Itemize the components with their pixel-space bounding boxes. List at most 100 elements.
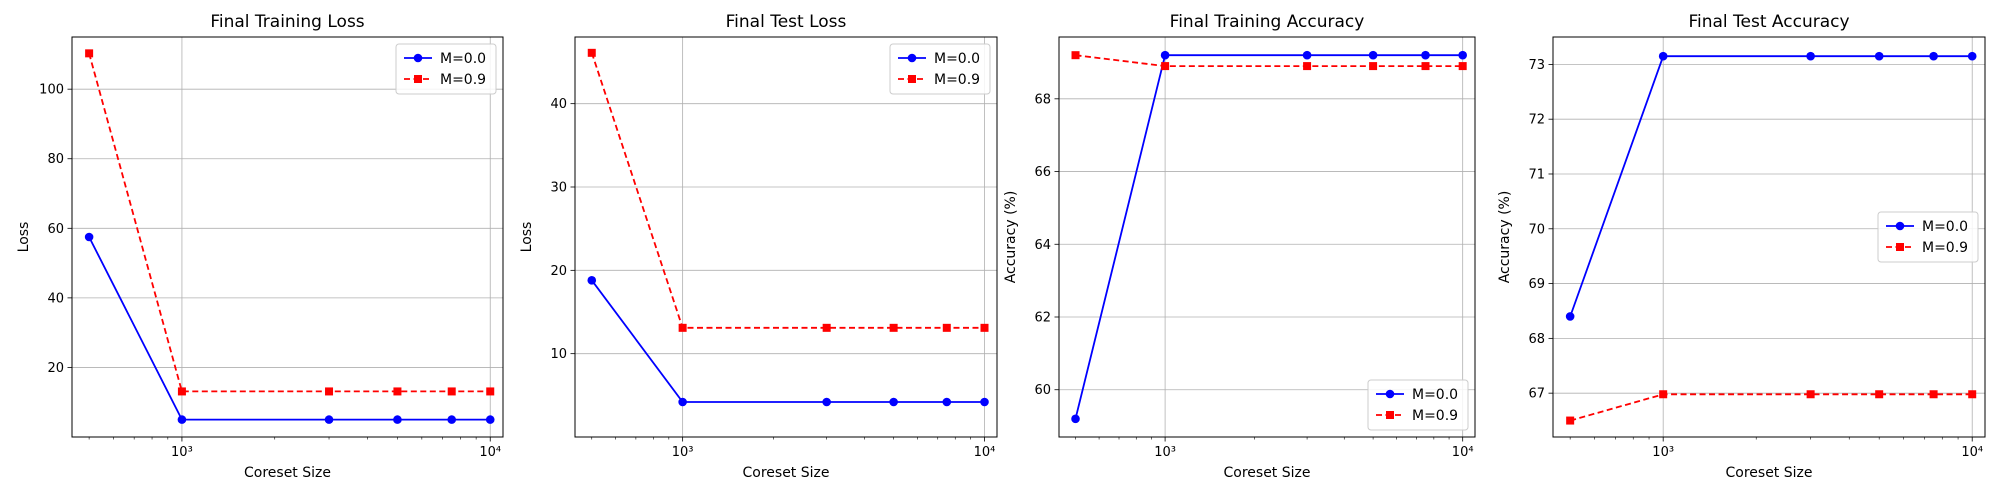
data-point	[1967, 51, 1977, 61]
data-point	[678, 397, 687, 407]
y-tick-label: 69	[1528, 277, 1545, 292]
data-point	[1368, 50, 1378, 60]
y-axis-label: Accuracy (%)	[1003, 191, 1019, 284]
series-line-M=0.0	[1074, 54, 1463, 420]
data-point	[1302, 50, 1312, 60]
y-tick-label: 40	[47, 291, 64, 306]
data-point	[1303, 62, 1312, 71]
y-tick-label: 80	[47, 152, 64, 167]
data-point	[393, 387, 402, 396]
legend-marker	[414, 75, 422, 83]
data-point	[980, 323, 989, 332]
series-line-M=0.9	[88, 53, 491, 393]
data-point	[447, 415, 457, 424]
legend-marker	[1895, 221, 1905, 231]
chart-title: Final Training Loss	[210, 12, 364, 32]
y-tick-label: 72	[1528, 113, 1545, 128]
x-tick-label: 10³	[1154, 445, 1176, 460]
y-tick-label: 67	[1528, 387, 1545, 402]
data-point	[177, 387, 186, 396]
legend: M=0.0 M=0.9	[1367, 379, 1469, 431]
data-point	[84, 232, 94, 242]
chart-panel-4: Final Test Accuracy 10³ 10⁴ 67 68 69 70 71 72 73 C…	[1497, 12, 1986, 481]
chart-panel-3: Final Training Accuracy 10³ 10⁴ 60 62 64 66 68 C…	[1003, 12, 1476, 481]
legend-marker	[413, 53, 423, 63]
legend-marker	[907, 53, 917, 63]
series-line-M=0.0	[1569, 55, 1973, 317]
legend-marker	[1896, 243, 1904, 251]
data-point	[1565, 312, 1575, 321]
x-axis-label: Coreset Size	[1726, 465, 1813, 481]
y-tick-label: 60	[47, 222, 64, 237]
x-tick-label: 10³	[672, 445, 694, 460]
y-tick-label: 73	[1528, 58, 1545, 73]
y-tick-label: 10	[550, 347, 567, 362]
data-point	[325, 387, 334, 396]
data-point	[1160, 50, 1170, 60]
legend: M=0.0 M=0.9	[889, 43, 991, 95]
data-point	[85, 49, 94, 58]
x-tick-label: 10⁴	[1961, 445, 1983, 460]
y-tick-label: 62	[1034, 311, 1051, 326]
data-point	[889, 397, 898, 407]
legend-marker	[1386, 411, 1394, 419]
data-point	[1071, 414, 1080, 424]
y-tick-label: 20	[47, 361, 64, 376]
data-point	[1874, 51, 1884, 61]
legend-label: M=0.0	[440, 51, 486, 67]
data-point	[1421, 50, 1430, 60]
legend-label: M=0.0	[1412, 387, 1458, 403]
legend-label: M=0.0	[1922, 219, 1968, 235]
x-tick-label: 10⁴	[479, 445, 501, 460]
data-point	[1071, 51, 1080, 60]
data-point	[1806, 390, 1815, 399]
data-point	[822, 397, 831, 407]
chart-title: Final Training Accuracy	[1170, 12, 1365, 32]
data-point	[980, 397, 989, 407]
x-tick-label: 10³	[171, 445, 193, 460]
chart-title: Final Test Loss	[726, 12, 847, 32]
data-point	[393, 415, 402, 424]
data-point	[587, 48, 596, 57]
series-line-M=0.9	[1075, 54, 1463, 67]
x-tick-label: 10³	[1652, 445, 1674, 460]
data-point	[485, 415, 495, 424]
data-point	[447, 387, 456, 396]
data-point	[1458, 50, 1467, 60]
data-point	[1458, 62, 1467, 71]
y-tick-label: 30	[550, 181, 567, 196]
data-point	[822, 323, 831, 332]
legend: M=0.0 M=0.9	[1877, 211, 1979, 263]
series-line-M=0.9	[590, 52, 985, 329]
legend-label: M=0.9	[1412, 408, 1458, 424]
series-line-M=0.0	[88, 236, 491, 421]
data-point	[1968, 390, 1977, 399]
data-point	[1875, 390, 1884, 399]
data-point	[1369, 62, 1378, 71]
chart-panel-1: Final Training Loss 10³ 10⁴ 20 40 60 80 100 Core…	[16, 12, 504, 481]
y-tick-label: 20	[550, 264, 567, 279]
data-point	[942, 323, 951, 332]
data-point	[1566, 416, 1575, 425]
y-tick-label: 100	[39, 83, 64, 98]
x-tick-label: 10⁴	[1452, 445, 1474, 460]
x-tick-label: 10⁴	[974, 445, 996, 460]
axes-frame	[1552, 36, 1986, 438]
data-point	[177, 415, 187, 424]
legend-label: M=0.0	[934, 51, 980, 67]
x-axis-label: Coreset Size	[1224, 465, 1311, 481]
axes-frame	[574, 36, 998, 438]
legend-marker	[908, 75, 916, 83]
legend-marker	[1385, 389, 1395, 399]
y-tick-label: 70	[1528, 222, 1545, 237]
y-axis-label: Loss	[16, 222, 32, 253]
chart-panel-2: Final Test Loss 10³ 10⁴ 10 20 30 40 Coreset Siz…	[519, 12, 998, 481]
y-tick-label: 40	[550, 97, 567, 112]
data-point	[486, 387, 495, 396]
data-point	[1659, 390, 1668, 399]
legend: M=0.0 M=0.9	[395, 43, 497, 95]
data-point	[1161, 62, 1170, 71]
data-point	[1929, 390, 1938, 399]
y-axis-label: Loss	[519, 222, 535, 253]
